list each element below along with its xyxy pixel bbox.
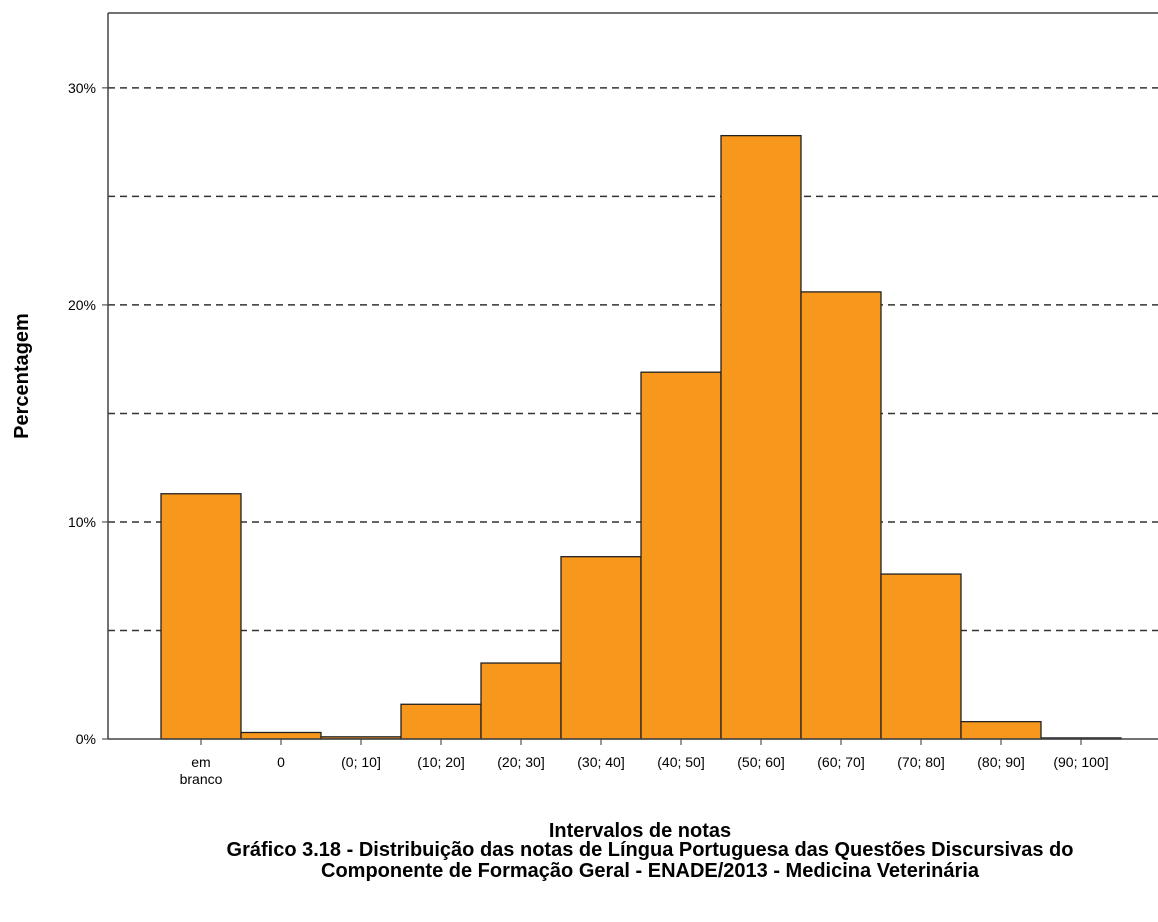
bar (960, 720, 1042, 740)
x-tick-label: (10; 20] (417, 754, 464, 770)
bar (560, 556, 642, 740)
bar (720, 134, 802, 740)
x-tick-label: em branco (180, 754, 223, 787)
x-tick-label: (80; 90] (977, 754, 1024, 770)
bar (800, 291, 882, 740)
x-tick-label: (0; 10] (341, 754, 381, 770)
x-tick-label: (70; 80] (897, 754, 944, 770)
x-tick-label: (40; 50] (657, 754, 704, 770)
y-tick-label: 0% (76, 731, 96, 747)
x-tick-label: (90; 100] (1053, 754, 1108, 770)
x-tick-label: (20; 30] (497, 754, 544, 770)
bar (160, 493, 242, 740)
x-tick-label: (50; 60] (737, 754, 784, 770)
x-axis-label: Intervalos de notas (549, 820, 731, 842)
bar (640, 371, 722, 740)
x-tick-label: (30; 40] (577, 754, 624, 770)
x-tick-label: (60; 70] (817, 754, 864, 770)
chart-title: Gráfico 3.18 - Distribuição das notas de… (226, 839, 1074, 882)
y-tick-label: 10% (68, 514, 96, 530)
x-tick-label: 0 (277, 754, 285, 770)
bar (400, 703, 482, 740)
y-axis-label: Percentagem (11, 313, 33, 439)
bar (880, 573, 962, 740)
x-tick-label-line: em (191, 754, 210, 770)
bar (480, 662, 562, 740)
bar (240, 731, 322, 740)
x-tick-label-line: branco (180, 771, 223, 787)
y-tick-label: 30% (68, 80, 96, 96)
y-tick-label: 20% (68, 297, 96, 313)
